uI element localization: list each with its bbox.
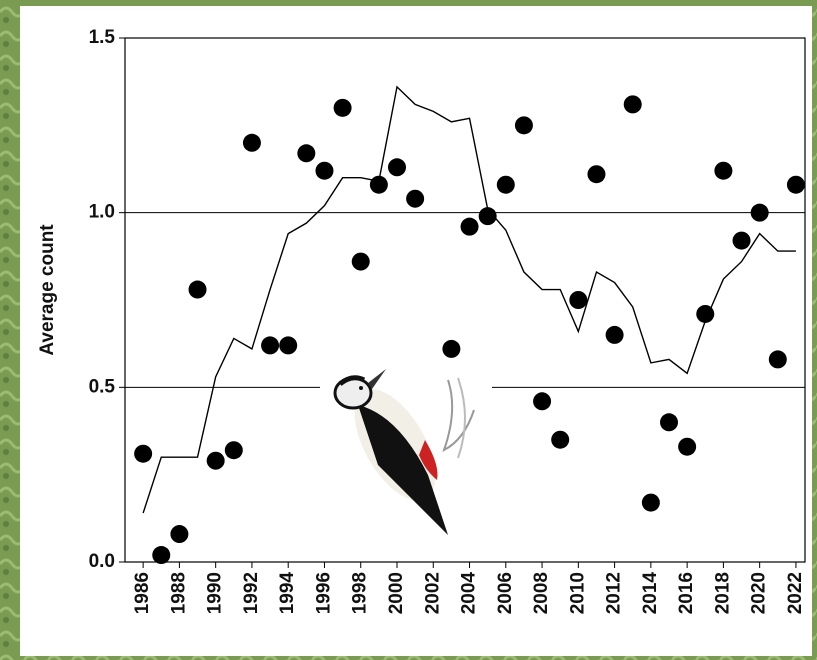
- data-point: [442, 339, 461, 358]
- data-point: [279, 336, 298, 355]
- y-tick-label: 0.5: [89, 376, 116, 397]
- trend-line: [142, 85, 796, 514]
- data-point: [714, 161, 733, 180]
- y-axis-label: Average count: [37, 224, 58, 356]
- x-tick-label: 2018: [712, 572, 733, 614]
- data-point: [224, 441, 243, 460]
- x-tick-label: 2010: [567, 572, 588, 614]
- data-point: [242, 133, 261, 152]
- data-point: [315, 161, 334, 180]
- data-point: [678, 437, 697, 456]
- data-point: [533, 392, 552, 411]
- data-point: [170, 525, 189, 544]
- data-point: [351, 252, 370, 271]
- data-point: [369, 175, 388, 194]
- data-point: [388, 158, 406, 177]
- data-point: [152, 546, 171, 565]
- data-point: [732, 231, 751, 250]
- data-point: [261, 336, 280, 355]
- x-tick-label: 1998: [350, 572, 371, 614]
- x-tick-label: 1990: [205, 572, 226, 614]
- x-tick-label: 2022: [785, 572, 806, 614]
- data-point: [660, 413, 678, 432]
- data-point: [134, 444, 153, 463]
- y-tick-label: 1.5: [89, 27, 116, 48]
- data-point: [460, 217, 479, 236]
- data-point: [750, 203, 769, 222]
- y-tick-label: 0.0: [89, 551, 115, 572]
- data-point: [496, 175, 515, 194]
- data-point: [478, 207, 497, 226]
- data-point: [514, 116, 533, 135]
- data-point: [188, 280, 207, 299]
- x-tick-label: 2014: [640, 572, 661, 615]
- x-tick-label: 2006: [495, 572, 516, 614]
- data-point: [206, 451, 225, 470]
- data-point: [297, 144, 316, 163]
- x-tick-label: 1986: [132, 572, 153, 614]
- data-point: [333, 98, 352, 117]
- x-tick-label: 2004: [459, 572, 480, 615]
- data-point: [587, 165, 606, 184]
- data-point: [551, 430, 570, 449]
- y-tick-label: 1.0: [89, 202, 115, 223]
- x-tick-label: 2002: [422, 572, 443, 614]
- data-point: [768, 350, 787, 369]
- x-tick-label: 1992: [241, 572, 262, 614]
- x-tick-label: 2008: [531, 572, 552, 614]
- x-tick-label: 1994: [277, 572, 298, 615]
- plot-frame: [124, 37, 806, 563]
- x-tick-label: 1996: [313, 572, 334, 614]
- x-tick-label: 2012: [604, 572, 625, 614]
- x-tick-label: 2000: [386, 572, 407, 614]
- data-point: [623, 95, 642, 114]
- data-point: [696, 304, 715, 323]
- data-point: [641, 493, 660, 512]
- x-tick-label: 1988: [168, 572, 189, 614]
- chart-panel: [20, 6, 812, 656]
- data-point: [605, 325, 624, 344]
- data-point: [406, 189, 425, 208]
- x-tick-label: 2016: [676, 572, 697, 614]
- data-point: [569, 291, 588, 309]
- bird-illustration: [320, 368, 492, 542]
- x-tick-label: 2020: [749, 572, 770, 614]
- data-point: [786, 175, 805, 194]
